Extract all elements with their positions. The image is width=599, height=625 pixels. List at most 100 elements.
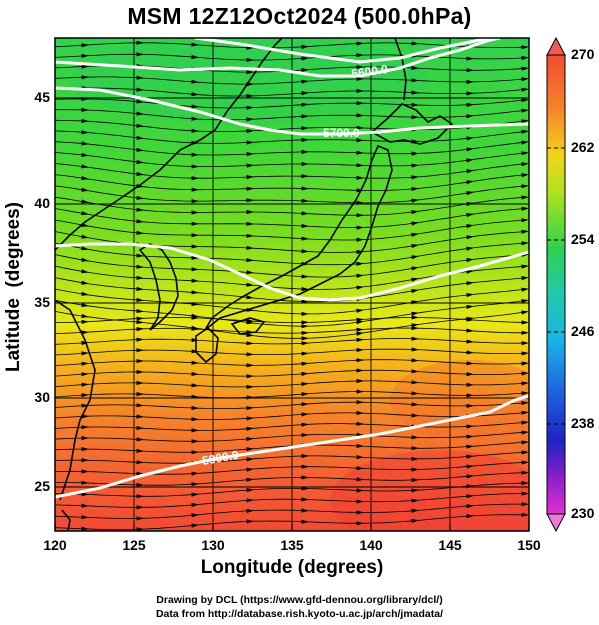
streamline-arrow	[191, 104, 199, 109]
streamline-arrow	[301, 223, 309, 228]
streamline-arrow	[411, 347, 419, 352]
streamline-arrow	[191, 492, 199, 497]
contour-line-5800	[55, 242, 529, 302]
streamline-arrow	[81, 319, 89, 324]
streamline-arrow	[466, 514, 474, 519]
contour-label-5900: 5900.0	[201, 448, 240, 468]
streamline-arrow	[191, 176, 199, 181]
streamline-arrow	[191, 360, 199, 365]
streamline-arrow	[411, 65, 419, 70]
coastline-asia	[55, 38, 283, 251]
streamline-arrow	[136, 348, 144, 353]
streamline-arrow	[301, 371, 309, 376]
streamline-arrow	[356, 400, 364, 405]
streamline-arrow	[81, 257, 89, 262]
streamline-arrow	[301, 161, 309, 166]
streamline-arrow	[81, 330, 89, 335]
streamline-arrow	[466, 158, 474, 163]
streamline-arrow	[466, 258, 474, 263]
streamline-arrow	[136, 40, 144, 45]
streamline-arrow	[246, 498, 254, 503]
streamline-arrow	[246, 341, 254, 346]
streamline-arrow	[411, 315, 419, 320]
streamline-arrow	[136, 380, 144, 385]
streamline-arrow	[246, 295, 254, 300]
streamline-arrow	[521, 341, 529, 346]
streamline-arrow	[466, 393, 474, 398]
streamline-arrow	[521, 410, 529, 415]
streamline-arrow	[246, 437, 254, 442]
streamline-arrow	[81, 53, 89, 58]
streamline-arrow	[411, 456, 419, 461]
streamline-arrow	[246, 457, 254, 462]
streamline-arrow	[81, 526, 89, 531]
streamline-arrow	[136, 369, 144, 374]
streamline-arrow	[466, 56, 474, 61]
streamline-arrow	[81, 246, 89, 251]
streamline-arrow	[136, 171, 144, 176]
streamline-arrow	[246, 152, 254, 157]
streamline-arrow	[136, 275, 144, 280]
height-contours	[55, 38, 529, 499]
streamline-arrow	[411, 198, 419, 203]
streamline-arrow	[521, 140, 529, 145]
streamline-arrow	[81, 234, 89, 239]
streamline-arrow	[301, 336, 309, 341]
streamline-arrow	[136, 448, 144, 453]
streamline-arrow	[521, 460, 529, 465]
streamline-arrow	[301, 211, 309, 216]
contour-label-5700: 5700.0	[323, 126, 360, 140]
streamline-arrow	[521, 162, 529, 167]
streamline-arrow	[521, 87, 529, 92]
streamline-arrow	[411, 435, 419, 440]
streamline-arrow	[246, 221, 254, 226]
streamline-arrow	[246, 57, 254, 62]
colorbar-tick-label: 270	[571, 46, 595, 62]
y-tick-label: 25	[34, 478, 50, 494]
colorbar-arrow-min	[546, 513, 566, 533]
streamline-arrow	[136, 437, 144, 442]
coastline-korea	[138, 243, 179, 331]
streamline-arrow	[136, 75, 144, 80]
streamline-arrow	[191, 405, 199, 410]
streamline-arrow	[191, 450, 199, 455]
streamline-arrow	[301, 311, 309, 316]
streamline-arrow	[191, 278, 199, 283]
streamline-arrow	[521, 276, 529, 281]
streamline-arrow	[81, 515, 89, 520]
streamline-arrow	[356, 331, 364, 336]
streamline-arrow	[81, 199, 89, 204]
streamline-arrow	[136, 159, 144, 164]
streamline-arrow	[301, 361, 309, 366]
streamline-arrow	[356, 308, 364, 313]
streamline-arrow	[411, 488, 419, 493]
coastline-taiwan	[61, 509, 71, 531]
streamline-arrow	[356, 285, 364, 290]
streamline-arrow	[191, 326, 199, 331]
streamline-arrow	[521, 401, 529, 406]
streamline-arrow	[521, 420, 529, 425]
streamline-arrow	[356, 466, 364, 471]
contour-line-5900	[55, 394, 529, 499]
x-tick-label: 140	[359, 537, 383, 553]
streamline-arrow	[301, 79, 309, 84]
streamline-arrow	[466, 504, 474, 509]
streamline-arrow	[301, 186, 309, 191]
streamline-arrow	[301, 330, 309, 335]
colorbar	[546, 36, 566, 533]
streamline-arrow	[246, 209, 254, 215]
streamline-arrow	[411, 163, 419, 168]
streamline-arrow	[191, 244, 199, 249]
coastline-kyushu	[195, 326, 219, 364]
streamline-arrow	[466, 213, 474, 218]
streamline-arrow	[136, 123, 144, 128]
x-axis-label: Longitude (degrees)	[200, 557, 384, 578]
y-tick-label: 45	[34, 89, 50, 105]
streamline-arrow	[246, 477, 254, 482]
x-tick-label: 120	[43, 537, 67, 553]
streamline-arrow	[81, 414, 89, 419]
streamline-arrow	[301, 508, 309, 513]
streamline-arrow	[356, 378, 364, 384]
streamline-arrow	[191, 210, 199, 215]
streamline-arrow	[301, 497, 309, 502]
